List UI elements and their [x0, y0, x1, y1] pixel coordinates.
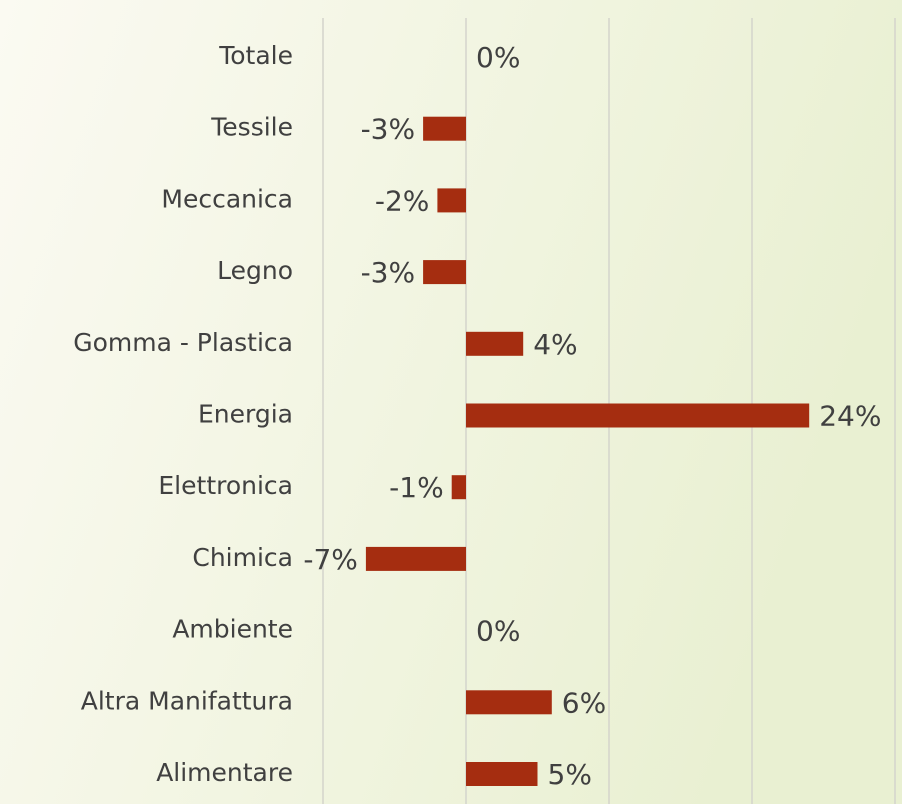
value-label: -3% — [361, 113, 416, 146]
value-label: -7% — [303, 543, 358, 576]
category-label: Alimentare — [156, 758, 293, 787]
value-label: 24% — [819, 400, 881, 433]
category-label: Tessile — [210, 113, 293, 142]
category-label: Meccanica — [161, 184, 293, 213]
bar — [466, 762, 538, 786]
category-label: Altra Manifattura — [81, 686, 293, 715]
value-label: -3% — [361, 256, 416, 289]
bar — [437, 188, 466, 213]
category-label: Elettronica — [158, 471, 293, 500]
bar — [466, 331, 524, 356]
value-label: 0% — [476, 41, 520, 74]
bar — [451, 475, 466, 500]
bar — [423, 116, 466, 141]
value-label: 6% — [562, 686, 606, 719]
bar — [365, 546, 466, 571]
category-label: Totale — [218, 41, 293, 70]
bar — [423, 260, 466, 285]
category-label: Chimica — [192, 543, 293, 572]
value-label: 0% — [476, 615, 520, 648]
value-label: 4% — [533, 328, 577, 361]
value-label: 5% — [548, 758, 592, 791]
value-label: -2% — [375, 184, 430, 217]
category-label: Legno — [217, 256, 293, 285]
value-label: -1% — [389, 471, 444, 504]
category-label: Ambiente — [172, 615, 293, 644]
category-label: Gomma - Plastica — [73, 328, 293, 357]
bar — [466, 690, 552, 715]
category-label: Energia — [198, 400, 293, 429]
bar — [466, 403, 810, 428]
